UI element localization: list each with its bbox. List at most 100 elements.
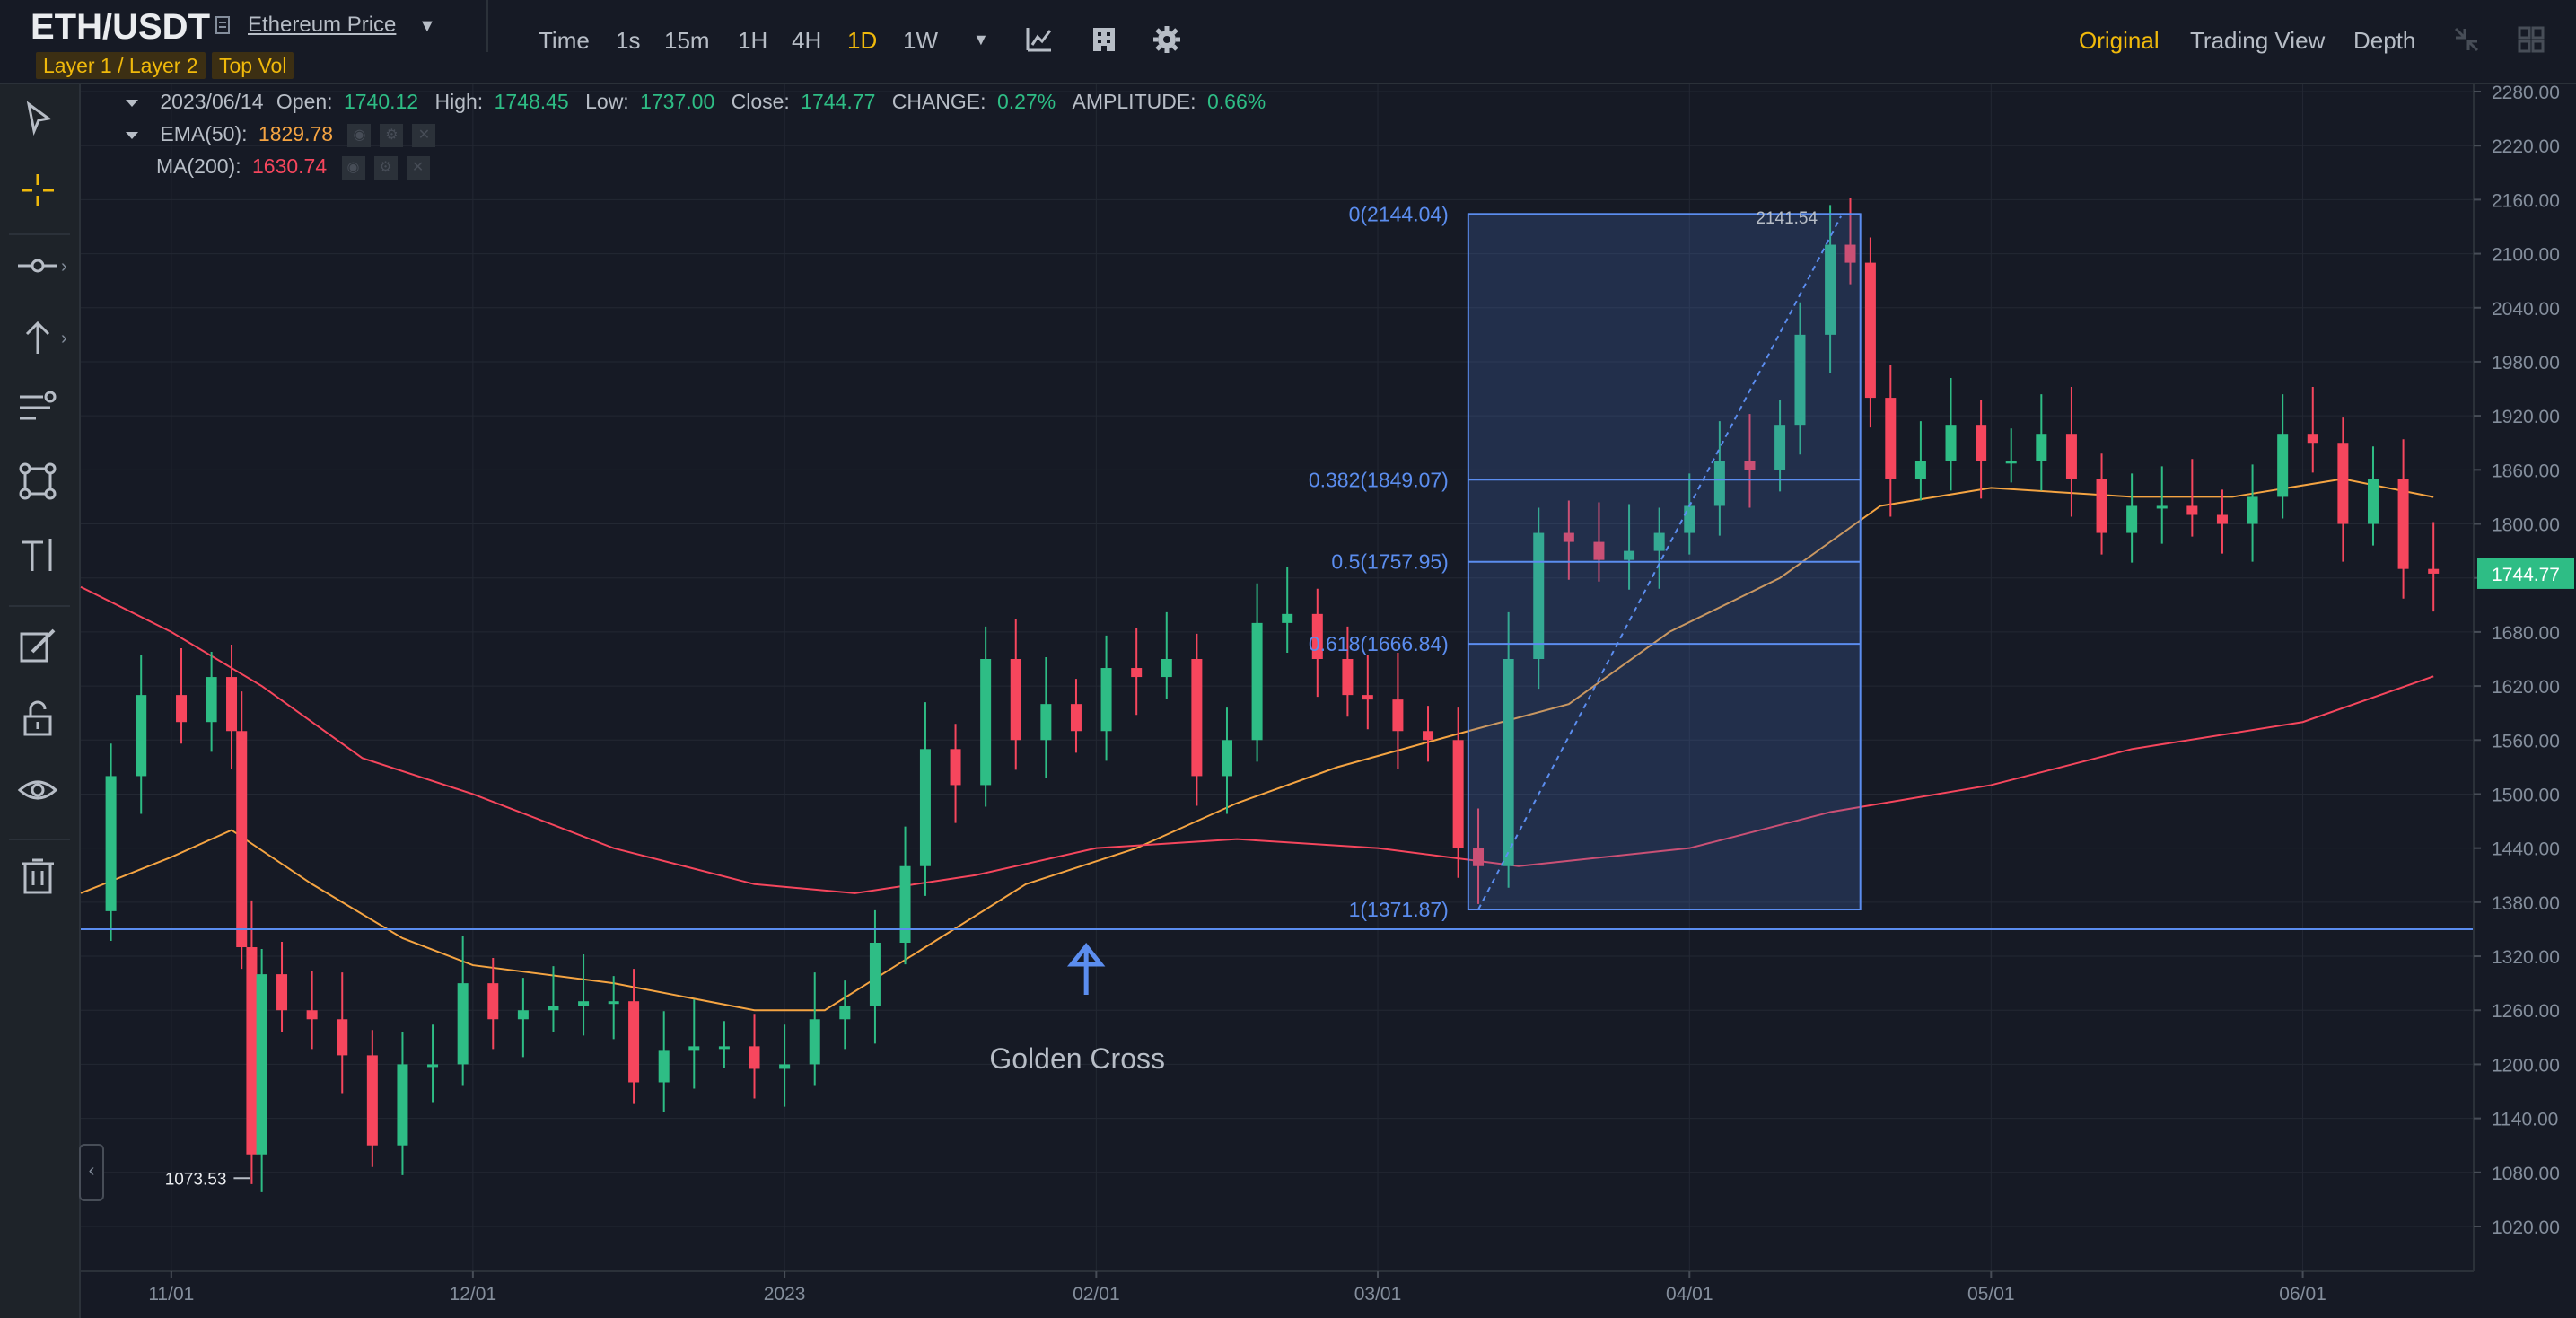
- trash-icon[interactable]: [16, 855, 59, 898]
- interval-time[interactable]: Time: [539, 27, 590, 54]
- more-intervals-icon[interactable]: ▼: [973, 31, 989, 48]
- view-trading-view[interactable]: Trading View: [2190, 27, 2326, 54]
- candle: [1100, 668, 1112, 732]
- settings-icon[interactable]: ⚙: [373, 155, 398, 180]
- collapse-icon[interactable]: [2452, 25, 2481, 54]
- candle: [980, 659, 992, 786]
- interval-4h[interactable]: 4H: [792, 27, 822, 54]
- remove-icon[interactable]: ✕: [412, 123, 436, 147]
- candle: [899, 865, 911, 943]
- top-toolbar: ETH/USDT Ethereum Price ▼ Layer 1 / Laye…: [0, 0, 2576, 84]
- high-value: 1748.45: [494, 90, 569, 113]
- shape-tool-icon[interactable]: [16, 460, 59, 503]
- hide-icon[interactable]: ◉: [347, 123, 372, 147]
- y-tick-label: 1140.00: [2492, 1110, 2558, 1130]
- y-tick-label: 2220.00: [2492, 136, 2560, 157]
- crosshair-icon[interactable]: [16, 169, 59, 212]
- settings-gear-icon[interactable]: [1152, 25, 1181, 54]
- candle: [1191, 659, 1203, 777]
- x-tick-label: 06/01: [2279, 1284, 2326, 1305]
- collapse-indicators-icon[interactable]: [126, 131, 138, 139]
- candle: [337, 1019, 348, 1056]
- candle: [608, 1001, 619, 1005]
- candle: [2096, 479, 2107, 533]
- settings-icon[interactable]: ⚙: [380, 123, 404, 147]
- candle: [628, 1001, 640, 1083]
- candle: [1362, 695, 1373, 700]
- candle: [839, 1006, 851, 1020]
- eye-visibility-icon[interactable]: [16, 769, 59, 812]
- candle: [809, 1019, 820, 1065]
- chevron-right-icon[interactable]: ›: [61, 329, 67, 348]
- candle: [1392, 699, 1404, 732]
- candle: [105, 776, 117, 911]
- divider: [9, 839, 70, 840]
- last-price-tag: [2477, 558, 2574, 589]
- cursor-arrow-icon[interactable]: [16, 97, 59, 140]
- candle: [779, 1064, 791, 1069]
- grid-layout-icon[interactable]: [2517, 25, 2545, 54]
- high-label: High:: [434, 90, 484, 113]
- view-depth[interactable]: Depth: [2353, 27, 2416, 54]
- interval-1h[interactable]: 1H: [738, 27, 768, 54]
- candle: [427, 1064, 439, 1068]
- candle: [517, 1010, 529, 1020]
- fib-trend-line: [1477, 215, 1842, 910]
- y-tick-label: 1320.00: [2492, 947, 2560, 968]
- legend-date: 2023/06/14: [160, 90, 264, 113]
- pencil-edit-icon[interactable]: [16, 625, 59, 668]
- collapse-toolbar-button[interactable]: ‹: [79, 1144, 104, 1201]
- indicator-icon[interactable]: [1025, 25, 1054, 54]
- x-tick-label: 12/01: [450, 1284, 497, 1305]
- fib-level-label: 0.618(1666.84): [1309, 632, 1449, 655]
- amplitude-label: AMPLITUDE:: [1072, 90, 1196, 113]
- candle: [1040, 704, 1052, 741]
- candle: [206, 677, 217, 723]
- candle: [2005, 461, 2017, 464]
- candle: [1452, 740, 1464, 848]
- document-icon[interactable]: [215, 16, 232, 36]
- interval-1w[interactable]: 1W: [903, 27, 938, 54]
- open-label: Open:: [276, 90, 333, 113]
- y-tick-label: 1800.00: [2492, 515, 2560, 536]
- collapse-legend-icon[interactable]: [126, 99, 138, 107]
- candle: [919, 749, 931, 866]
- chevron-right-icon[interactable]: ›: [61, 257, 67, 277]
- y-tick-label: 1680.00: [2492, 623, 2560, 644]
- tag-layer[interactable]: Layer 1 / Layer 2: [36, 52, 206, 79]
- y-tick-label: 2100.00: [2492, 245, 2560, 266]
- remove-icon[interactable]: ✕: [406, 155, 430, 180]
- candle: [2126, 505, 2138, 533]
- text-tool-icon[interactable]: [16, 533, 59, 576]
- x-tick-label: 05/01: [1967, 1284, 2015, 1305]
- candle: [718, 1046, 730, 1050]
- divider: [9, 605, 70, 607]
- y-tick-label: 1860.00: [2492, 461, 2560, 481]
- y-tick-label: 1500.00: [2492, 785, 2560, 805]
- trendline-icon[interactable]: [16, 244, 59, 287]
- candle: [256, 974, 267, 1155]
- interval-1d[interactable]: 1D: [847, 27, 878, 54]
- tag-top-vol[interactable]: Top Vol: [212, 52, 294, 79]
- candle: [2428, 568, 2440, 574]
- ma-value: 1630.74: [251, 154, 328, 178]
- interval-15m[interactable]: 15m: [664, 27, 710, 54]
- price-axis[interactable]: [2474, 84, 2576, 1318]
- y-tick-label: 1380.00: [2492, 893, 2560, 914]
- lock-icon[interactable]: [16, 697, 59, 740]
- chevron-down-icon[interactable]: ▼: [418, 16, 436, 36]
- view-original[interactable]: Original: [2079, 27, 2160, 54]
- fib-tool-icon[interactable]: [16, 388, 59, 431]
- hide-icon[interactable]: ◉: [341, 155, 365, 180]
- candle: [2156, 505, 2168, 509]
- x-tick-label: 04/01: [1666, 1284, 1713, 1305]
- candle: [2036, 434, 2047, 461]
- arrow-up-icon[interactable]: [16, 316, 59, 359]
- fib-level-label: 0.5(1757.95): [1331, 550, 1448, 574]
- y-tick-label: 1200.00: [2492, 1055, 2560, 1076]
- ethereum-price-link[interactable]: Ethereum Price: [248, 13, 397, 37]
- template-icon[interactable]: [1090, 25, 1118, 54]
- candle: [658, 1050, 670, 1083]
- interval-1s[interactable]: 1s: [616, 27, 641, 54]
